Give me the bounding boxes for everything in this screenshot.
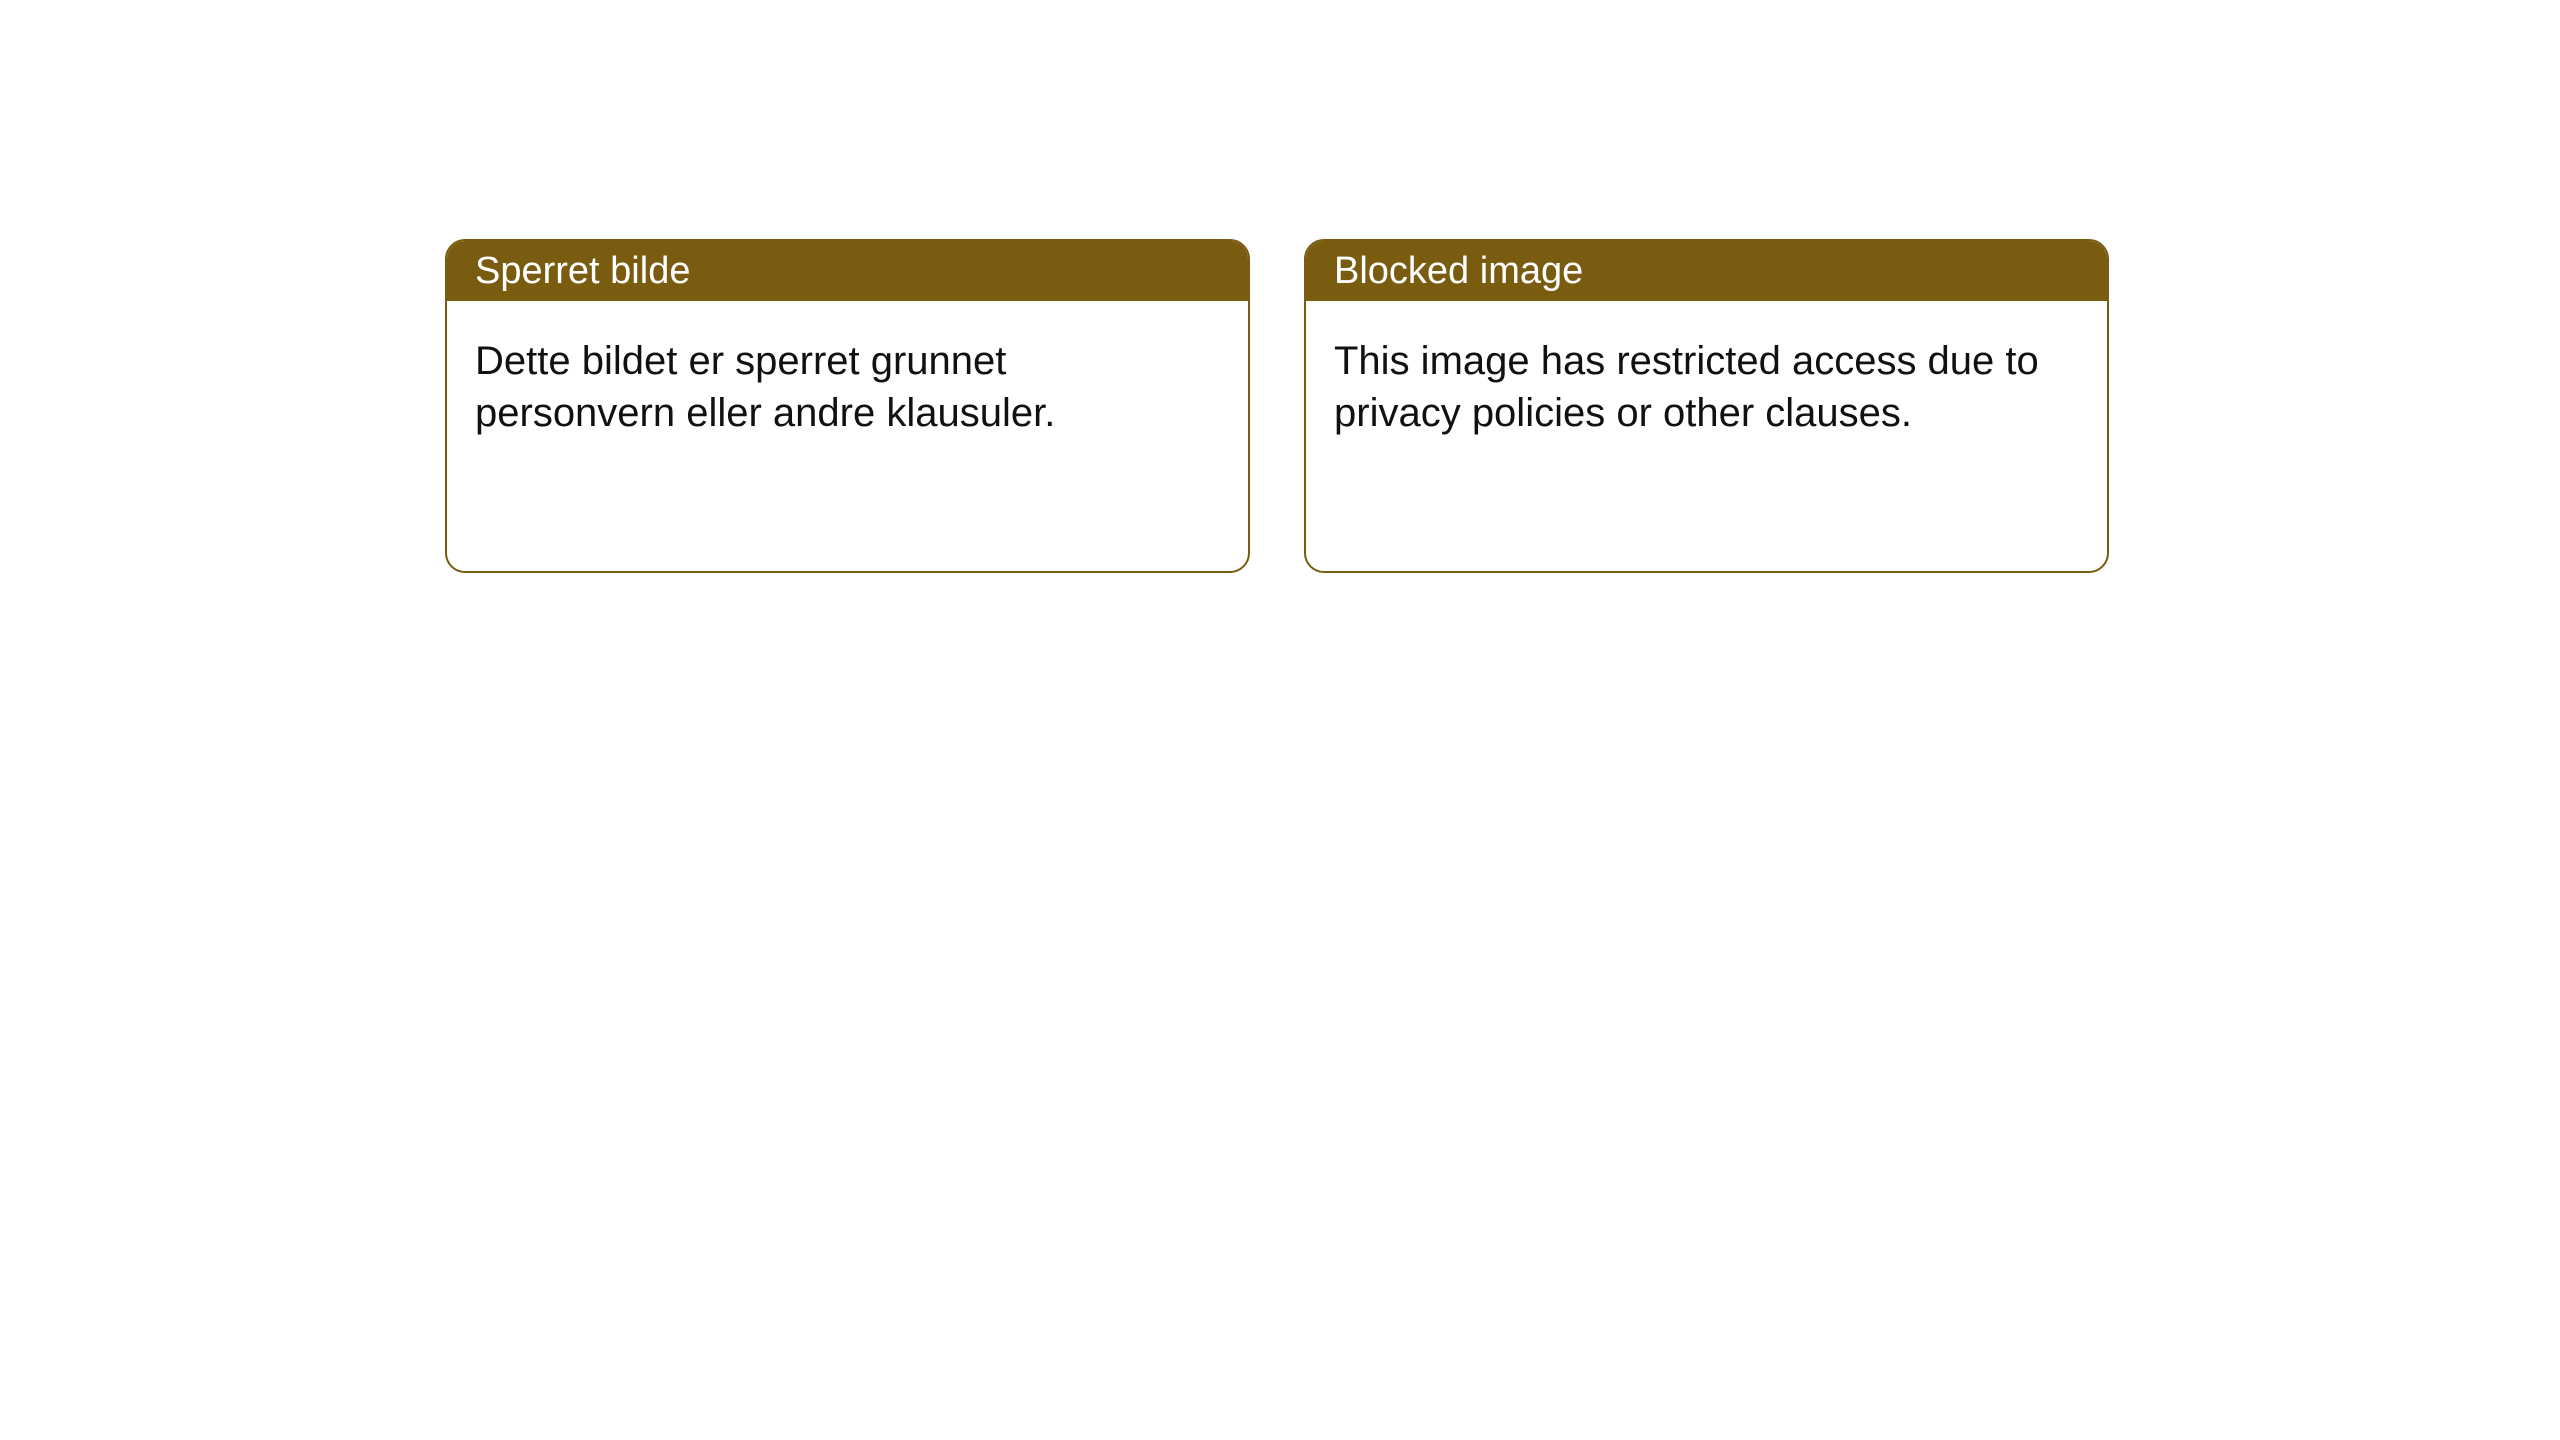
- blocked-image-message-en: This image has restricted access due to …: [1334, 339, 2039, 435]
- blocked-image-card-header-no: Sperret bilde: [447, 241, 1248, 301]
- blocked-image-body-no: Dette bildet er sperret grunnet personve…: [447, 301, 1248, 571]
- page-canvas: Sperret bilde Dette bildet er sperret gr…: [0, 0, 2560, 1440]
- blocked-image-card-en: Blocked image This image has restricted …: [1304, 239, 2109, 573]
- blocked-image-title-no: Sperret bilde: [475, 250, 690, 293]
- blocked-image-notice-row: Sperret bilde Dette bildet er sperret gr…: [445, 239, 2109, 573]
- blocked-image-message-no: Dette bildet er sperret grunnet personve…: [475, 339, 1055, 435]
- blocked-image-card-header-en: Blocked image: [1306, 241, 2107, 301]
- blocked-image-body-en: This image has restricted access due to …: [1306, 301, 2107, 571]
- blocked-image-title-en: Blocked image: [1334, 250, 1583, 293]
- blocked-image-card-no: Sperret bilde Dette bildet er sperret gr…: [445, 239, 1250, 573]
